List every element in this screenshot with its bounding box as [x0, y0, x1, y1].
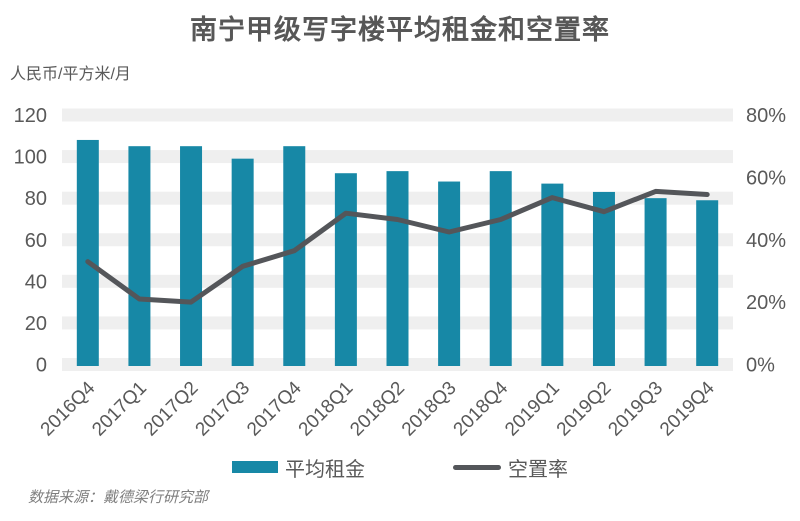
rent-bar-2018Q4	[489, 171, 512, 366]
left-axis-tick-label: 60	[25, 230, 47, 252]
left-axis-tick-label: 100	[14, 147, 47, 169]
rent-bar-2019Q4	[696, 200, 719, 366]
left-axis-tick-label: 0	[36, 355, 47, 377]
legend-item-rent: 平均租金	[232, 453, 365, 482]
chart-plot: 0204060801001200%20%40%60%80%2016Q42017Q…	[14, 105, 787, 441]
left-axis-tick-label: 20	[25, 313, 47, 335]
left-axis-tick-label: 120	[14, 105, 47, 127]
rent-bar-2019Q2	[592, 191, 615, 366]
rent-bar-2016Q4	[76, 139, 99, 366]
x-axis-label-2018Q1: 2018Q1	[295, 378, 358, 441]
gridline-band	[62, 108, 733, 122]
rent-bar-2017Q2	[180, 146, 203, 366]
legend: 平均租金 空置率	[0, 452, 800, 482]
rent-bar-swatch-icon	[232, 461, 278, 473]
x-axis-label-2016Q4: 2016Q4	[37, 377, 100, 440]
x-axis-label-2018Q3: 2018Q3	[398, 378, 461, 441]
rent-bar-2019Q1	[541, 183, 564, 366]
right-axis-tick-label: 40%	[746, 230, 786, 252]
right-axis-tick-label: 80%	[746, 105, 786, 127]
rent-bar-2018Q1	[334, 173, 357, 366]
x-axis-label-2019Q3: 2019Q3	[604, 378, 667, 441]
rent-bar-2018Q2	[386, 171, 409, 366]
chart-title: 南宁甲级写字楼平均租金和空置率	[190, 15, 610, 45]
right-axis-tick-label: 20%	[746, 292, 786, 314]
rent-bar-2017Q3	[231, 158, 254, 366]
data-source-note: 数据来源：戴德梁行研究部	[28, 489, 209, 506]
vacancy-line	[85, 188, 710, 305]
x-axis-label-2019Q1: 2019Q1	[501, 378, 564, 441]
x-axis-label-2019Q2: 2019Q2	[553, 378, 616, 441]
legend-rent-label: 平均租金	[285, 458, 365, 481]
rent-bar-2017Q4	[283, 146, 306, 366]
rent-bar-2017Q1	[128, 146, 151, 366]
x-axis-label-2017Q1: 2017Q1	[88, 378, 151, 441]
x-axis-label-2018Q4: 2018Q4	[450, 377, 513, 440]
right-axis-tick-label: 0%	[746, 355, 775, 377]
gridline-band	[62, 150, 733, 164]
rent-bar-2018Q3	[438, 181, 461, 366]
x-axis-label-2017Q3: 2017Q3	[192, 378, 255, 441]
x-axis-label-2018Q2: 2018Q2	[346, 378, 409, 441]
x-axis-label-2017Q2: 2017Q2	[140, 378, 203, 441]
rent-bar-2019Q3	[644, 198, 667, 366]
x-axis-label-2017Q4: 2017Q4	[243, 377, 306, 440]
left-axis-tick-label: 40	[25, 271, 47, 293]
left-axis-tick-label: 80	[25, 188, 47, 210]
vacancy-line-swatch-icon	[453, 464, 501, 470]
legend-item-vacancy: 空置率	[453, 453, 568, 482]
right-axis-tick-label: 60%	[746, 167, 786, 189]
x-axis-label-2019Q4: 2019Q4	[656, 377, 719, 440]
left-axis-unit-label: 人民币/平方米/月	[10, 66, 131, 83]
legend-vacancy-label: 空置率	[508, 458, 568, 481]
